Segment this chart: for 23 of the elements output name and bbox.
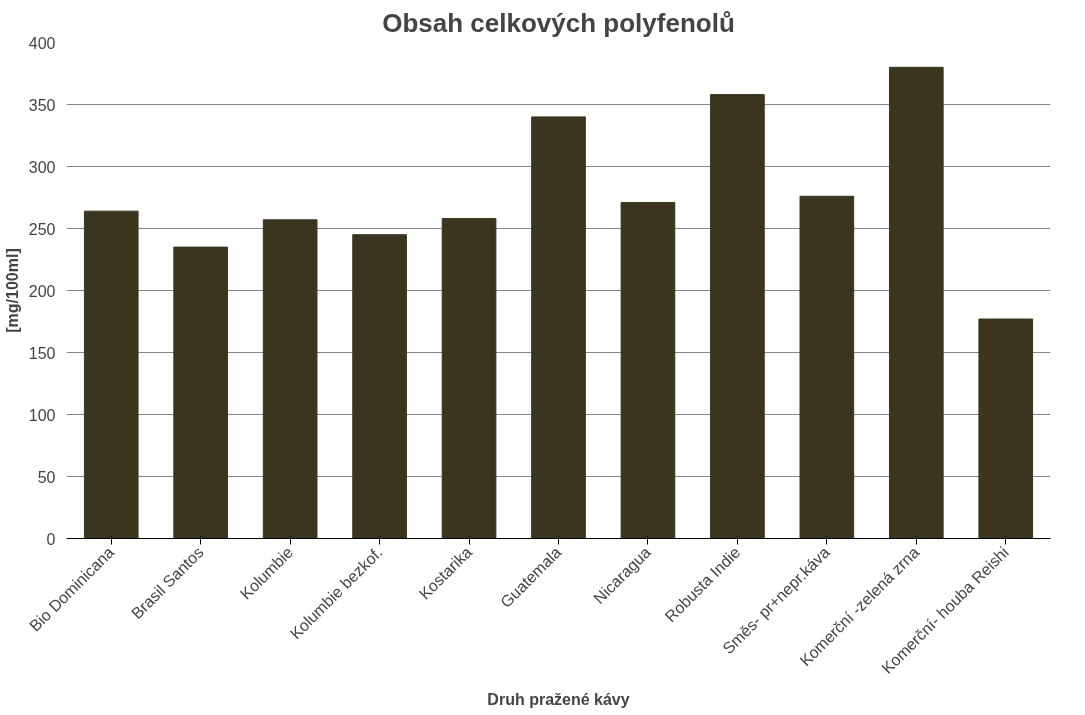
chart-title: Obsah celkových polyfenolů bbox=[382, 7, 735, 38]
bar bbox=[710, 94, 765, 539]
y-tick-label: 150 bbox=[28, 344, 56, 362]
bar bbox=[799, 195, 855, 539]
y-tick-label: 200 bbox=[28, 282, 56, 300]
bar bbox=[978, 318, 1034, 539]
bar bbox=[620, 201, 676, 539]
y-axis-title: [mg/100ml] bbox=[3, 248, 21, 333]
y-tick-label: 400 bbox=[28, 34, 56, 52]
y-tick-label: 250 bbox=[28, 220, 56, 238]
y-tick-label: 100 bbox=[28, 406, 56, 424]
bar bbox=[173, 246, 229, 539]
y-tick-label: 300 bbox=[28, 158, 56, 176]
bar bbox=[262, 219, 318, 539]
x-axis-title: Druh pražené kávy bbox=[487, 690, 630, 708]
y-tick-label: 350 bbox=[28, 96, 56, 114]
bar bbox=[888, 66, 944, 539]
bar bbox=[83, 210, 139, 539]
y-tick-label: 50 bbox=[37, 468, 56, 486]
bar bbox=[352, 234, 407, 539]
bar bbox=[441, 218, 497, 539]
y-tick-label: 0 bbox=[46, 530, 56, 548]
bar bbox=[531, 116, 586, 539]
